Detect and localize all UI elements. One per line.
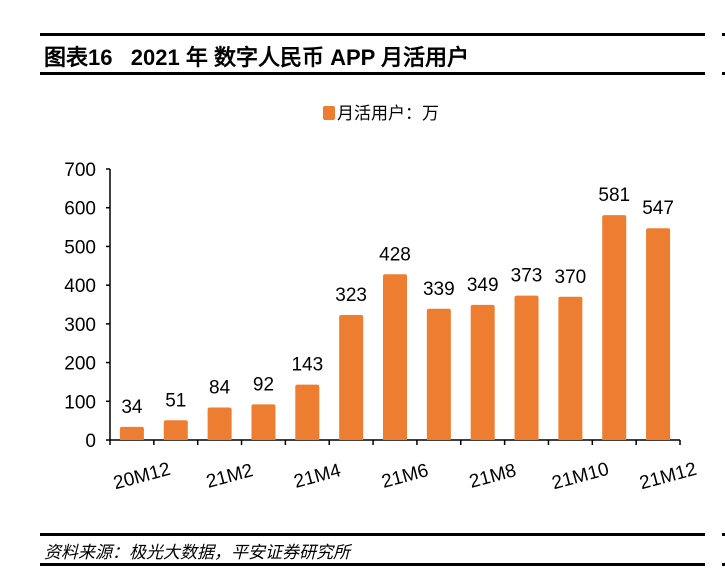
title-rule — [40, 72, 705, 75]
x-tick-label: 21M8 — [467, 460, 518, 493]
data-label: 547 — [642, 198, 674, 219]
bar — [426, 308, 451, 440]
bar — [470, 304, 495, 440]
bar — [295, 384, 320, 440]
bottom-rule — [40, 563, 705, 566]
x-tick-label: 21M6 — [379, 460, 430, 493]
x-tick-label: 21M10 — [550, 459, 612, 494]
bar — [558, 296, 583, 440]
figure-title: 图表16 2021 年 数字人民币 APP 月活用户 — [44, 45, 470, 70]
legend-swatch — [323, 106, 335, 120]
margin-mark — [722, 533, 725, 536]
x-tick-label: 20M12 — [111, 459, 173, 494]
data-label: 143 — [291, 355, 323, 376]
bar — [251, 404, 276, 440]
data-label: 34 — [121, 397, 143, 418]
margin-mark — [722, 72, 725, 75]
margin-mark — [722, 563, 725, 566]
y-tick-label: 200 — [64, 354, 96, 375]
y-tick-label: 400 — [64, 276, 96, 297]
y-tick-label: 0 — [85, 431, 96, 452]
data-label: 51 — [165, 390, 186, 411]
data-label: 581 — [598, 185, 630, 206]
data-label: 323 — [335, 285, 367, 306]
data-label: 373 — [511, 266, 543, 287]
y-tick-label: 100 — [64, 392, 96, 413]
bar — [602, 215, 627, 440]
top-rule — [40, 33, 705, 36]
bar — [119, 426, 144, 440]
x-tick-label: 21M12 — [637, 459, 699, 494]
legend-label: 月活用户：万 — [337, 104, 439, 123]
data-label: 92 — [253, 374, 274, 395]
margin-mark — [722, 33, 725, 36]
data-label: 428 — [379, 244, 411, 265]
bar-chart: 月活用户：万 0 100 200 300 400 500 600 700 34 20M12 51 84 2… — [64, 104, 699, 494]
x-tick-label: 21M2 — [204, 460, 255, 493]
bar — [207, 407, 232, 440]
source-note: 资料来源：极光大数据，平安证券研究所 — [44, 543, 350, 562]
data-label: 84 — [209, 377, 231, 398]
data-label: 349 — [467, 275, 499, 296]
bar — [163, 420, 188, 440]
x-tick-label: 21M4 — [292, 460, 344, 493]
bar — [383, 274, 407, 440]
data-label: 370 — [555, 267, 587, 288]
source-top-rule — [40, 533, 705, 536]
y-tick-label: 500 — [64, 237, 96, 258]
bar — [514, 295, 539, 440]
y-tick-label: 600 — [64, 199, 96, 220]
y-tick-label: 700 — [64, 160, 96, 181]
bar — [646, 228, 671, 440]
data-label: 339 — [423, 279, 455, 300]
bar — [339, 314, 364, 440]
y-tick-label: 300 — [64, 315, 96, 336]
